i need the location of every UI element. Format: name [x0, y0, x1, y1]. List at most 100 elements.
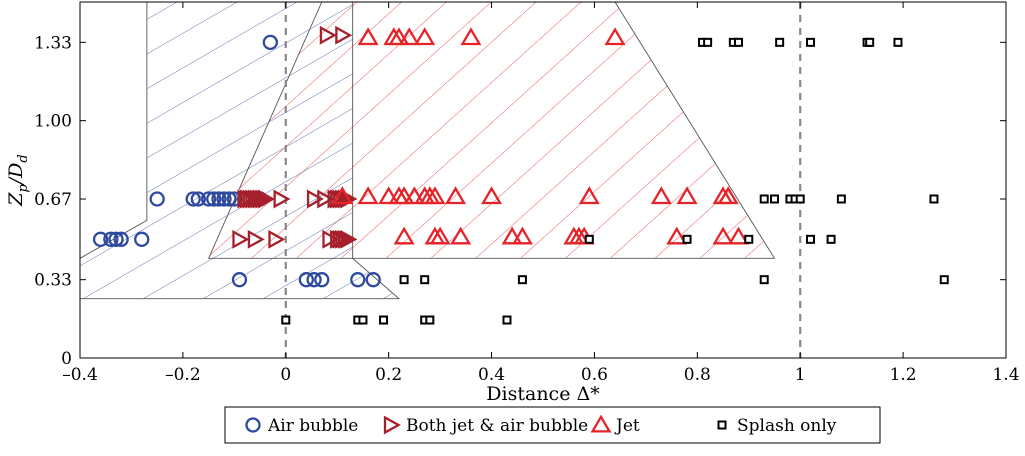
legend-marker	[717, 420, 727, 430]
data-point	[211, 191, 227, 207]
data-point	[350, 272, 366, 288]
legend-marker	[383, 415, 401, 435]
y-axis-label: Zp/Dd	[5, 154, 31, 207]
data-points	[92, 25, 949, 325]
data-point	[365, 272, 381, 288]
legend-label: Jet	[614, 416, 640, 436]
data-point	[393, 186, 415, 205]
data-point	[92, 231, 109, 247]
data-point	[306, 189, 324, 209]
data-point	[335, 25, 353, 45]
data-point	[232, 229, 250, 249]
data-point	[425, 315, 435, 325]
data-point	[770, 194, 779, 204]
data-point	[314, 272, 330, 288]
data-point	[501, 226, 523, 245]
data-point	[268, 229, 286, 249]
x-tick-label: 0.2	[375, 365, 402, 385]
data-point	[216, 191, 232, 207]
x-tick-label: 1.2	[890, 365, 917, 385]
data-point	[231, 272, 248, 288]
data-point	[759, 194, 769, 204]
y-tick-label: 0.33	[34, 271, 72, 291]
y-tick-label: 0.67	[34, 190, 72, 210]
legend-label: Splash only	[737, 416, 837, 436]
data-point	[399, 275, 409, 285]
data-point	[717, 186, 739, 205]
data-point	[108, 231, 124, 247]
x-axis-label: Distance Δ*	[486, 383, 600, 405]
data-point	[134, 231, 150, 247]
y-tick-label: 0	[61, 349, 72, 369]
data-point	[676, 186, 698, 205]
data-point	[298, 272, 315, 288]
data-point	[795, 194, 805, 204]
legend-label: Both jet & air bubble	[406, 416, 588, 436]
data-point	[939, 275, 949, 285]
x-tick-label: 1.4	[992, 365, 1019, 385]
data-point	[429, 226, 451, 245]
data-point	[775, 37, 785, 47]
x-tick-label: 0.8	[684, 365, 711, 385]
data-point	[682, 234, 692, 244]
data-point	[398, 27, 420, 46]
x-tick-label: 0	[280, 365, 291, 385]
data-point	[604, 27, 626, 46]
axis-ticks: –0.4 –0.2 0 0.2 0.4 0.6 0.8 1 1.2 1.4 0 0.33 0.67 1.0…	[34, 2, 1020, 385]
data-point	[319, 25, 337, 45]
data-point	[703, 37, 713, 47]
data-point	[502, 315, 512, 325]
series-splash-only	[281, 37, 949, 325]
data-point	[893, 37, 903, 47]
y-tick-label: 1.00	[34, 112, 72, 132]
y-axis-label-sub-p: p	[16, 184, 31, 193]
data-point	[388, 27, 410, 46]
data-point	[929, 194, 939, 204]
data-point	[185, 191, 201, 207]
data-point	[206, 191, 222, 207]
data-point	[666, 226, 688, 245]
data-point	[281, 315, 291, 325]
plot-frame	[79, 1, 1007, 359]
data-point	[393, 226, 415, 245]
legend: Air bubble Both jet & air bubble Jet Splash…	[224, 406, 881, 444]
legend-label: Air bubble	[267, 416, 358, 436]
data-point	[414, 27, 436, 46]
data-point	[481, 186, 503, 205]
data-point	[358, 315, 368, 325]
data-point	[240, 189, 258, 209]
data-point	[103, 231, 119, 247]
x-tick-label: –0.2	[165, 365, 201, 385]
data-point	[221, 191, 237, 207]
data-point	[378, 186, 400, 205]
data-point	[578, 186, 600, 205]
data-point	[445, 186, 467, 205]
data-point	[420, 275, 430, 285]
data-point	[273, 189, 291, 209]
data-point	[424, 186, 446, 205]
data-point	[460, 27, 482, 46]
legend-box	[224, 406, 881, 444]
data-point	[337, 229, 355, 249]
data-point	[511, 226, 533, 245]
y-axis-label-sep: /D	[5, 163, 27, 187]
data-point	[247, 229, 265, 249]
data-point	[727, 226, 749, 245]
data-point	[200, 191, 217, 207]
x-tick-label: –0.4	[62, 365, 98, 385]
data-point	[826, 234, 836, 244]
x-tick-label: 0.4	[478, 365, 505, 385]
legend-marker	[590, 414, 612, 433]
data-point	[379, 315, 389, 325]
data-point	[149, 191, 165, 207]
data-point	[357, 27, 379, 46]
data-point	[584, 234, 594, 244]
x-tick-label: 0.6	[581, 365, 608, 385]
jet-region	[207, 2, 776, 259]
data-point	[744, 234, 754, 244]
data-point	[650, 186, 672, 205]
data-point	[262, 34, 278, 50]
data-point	[357, 186, 379, 205]
data-point	[113, 231, 129, 247]
